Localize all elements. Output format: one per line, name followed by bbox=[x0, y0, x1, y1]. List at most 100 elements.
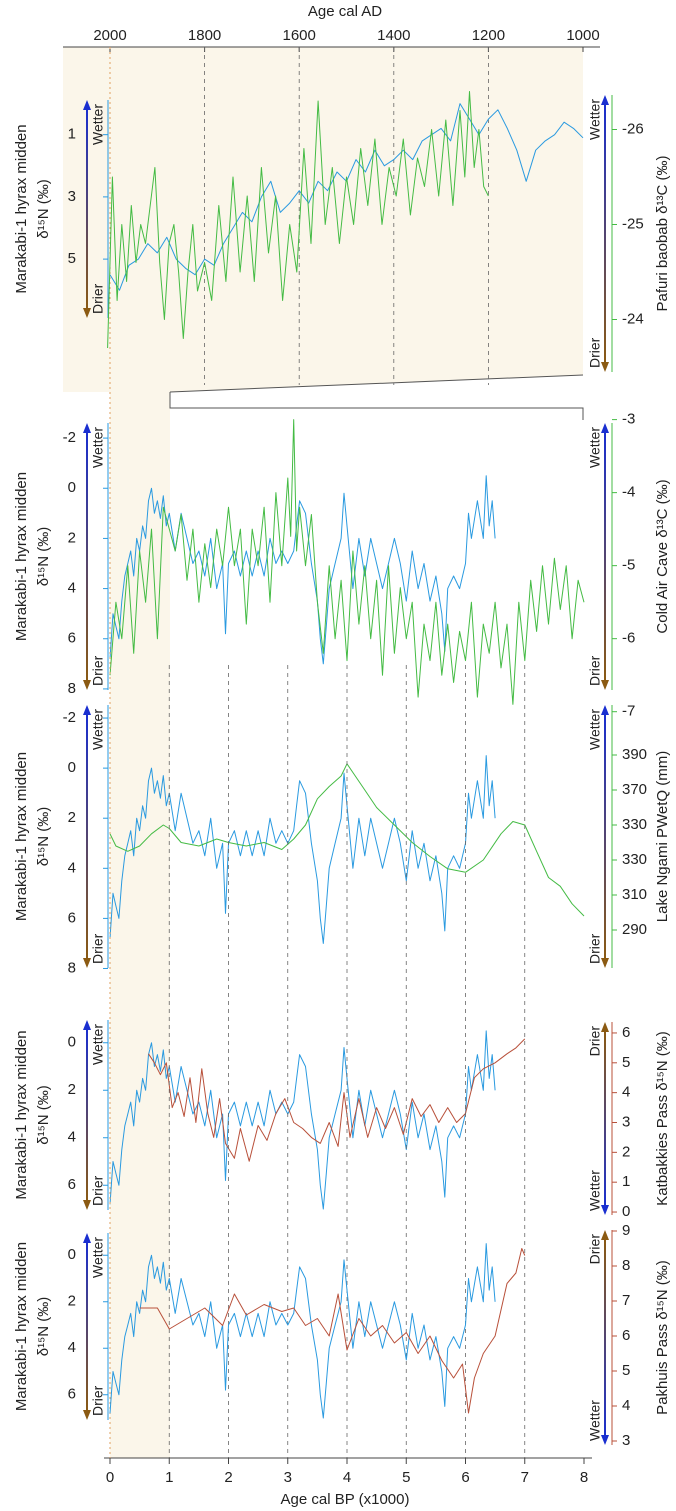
arrow-label: Wetter bbox=[90, 709, 106, 750]
x-tick-label: 1800 bbox=[188, 27, 221, 44]
y2-axis-title: Pakhuis Pass δ¹⁵N (‰) bbox=[654, 1260, 671, 1415]
arrow-head bbox=[601, 1205, 609, 1215]
arrow-shaft bbox=[86, 1241, 88, 1412]
arrow-label: Drier bbox=[587, 655, 603, 686]
y-axis-title: δ¹⁵N (‰) bbox=[35, 527, 52, 587]
y2-tick-label: 5 bbox=[622, 1362, 630, 1379]
series-line bbox=[139, 1248, 526, 1414]
y2-tick-label: -5 bbox=[622, 557, 635, 574]
y2-tick-label: 290 bbox=[622, 921, 647, 938]
arrow-head bbox=[601, 95, 609, 105]
y2-tick-label: -25 bbox=[622, 215, 644, 232]
arrow-label: Drier bbox=[90, 1385, 106, 1416]
arrow-shaft bbox=[604, 103, 606, 364]
series-line bbox=[109, 1243, 496, 1419]
arrow-shaft bbox=[604, 1030, 606, 1207]
arrow-label: Wetter bbox=[90, 1024, 106, 1065]
y-tick-label: 2 bbox=[68, 1293, 76, 1310]
arrow-shaft bbox=[604, 713, 606, 960]
y2-tick-label: 9 bbox=[622, 1222, 630, 1239]
arrow-head bbox=[601, 423, 609, 433]
y2-axis-title: Katbakkies Pass δ¹⁵N (‰) bbox=[654, 1031, 671, 1206]
zoom-shading bbox=[63, 47, 583, 1458]
y-axis-title: δ¹⁵N (‰) bbox=[35, 1297, 52, 1357]
y-axis-title: Marakabi-1 hyrax midden bbox=[13, 472, 30, 641]
x-axis-title: Age cal BP (x1000) bbox=[281, 1491, 410, 1508]
y-tick-label: -2 bbox=[63, 429, 76, 446]
y-tick-label: -2 bbox=[63, 709, 76, 726]
arrow-label: Drier bbox=[90, 655, 106, 686]
x-tick-label: 1400 bbox=[377, 27, 410, 44]
y2-tick-label: 8 bbox=[622, 1257, 630, 1274]
y-tick-label: 5 bbox=[68, 250, 76, 267]
x-tick-label: 6 bbox=[461, 1469, 469, 1486]
y2-tick-label: 310 bbox=[622, 886, 647, 903]
y-tick-label: 4 bbox=[68, 1129, 76, 1146]
arrow-label: Wetter bbox=[90, 427, 106, 468]
arrow-head bbox=[601, 362, 609, 372]
y-axis-title: Marakabi-1 hyrax midden bbox=[13, 1030, 30, 1199]
y2-tick-label: 7 bbox=[622, 1292, 630, 1309]
y2-tick-label: 390 bbox=[622, 746, 647, 763]
arrow-head bbox=[601, 680, 609, 690]
x-tick-label: 5 bbox=[402, 1469, 410, 1486]
y-tick-label: 6 bbox=[68, 630, 76, 647]
series-line bbox=[109, 1030, 496, 1210]
y2-tick-label: 370 bbox=[622, 781, 647, 798]
arrow-label: Wetter bbox=[587, 1400, 603, 1441]
x-tick-label: 2 bbox=[224, 1469, 232, 1486]
zoom-bracket bbox=[169, 392, 584, 420]
arrow-label: Drier bbox=[587, 933, 603, 964]
y-tick-label: 3 bbox=[68, 188, 76, 205]
arrow-head bbox=[83, 1020, 91, 1030]
y2-tick-label: 5 bbox=[622, 1054, 630, 1071]
arrow-shaft bbox=[86, 713, 88, 960]
y2-tick-label: 3 bbox=[622, 1113, 630, 1130]
y2-tick-label: -26 bbox=[622, 120, 644, 137]
y-axis-title: Marakabi-1 hyrax midden bbox=[13, 124, 30, 293]
arrow-shaft bbox=[86, 108, 88, 310]
y-tick-label: 2 bbox=[68, 529, 76, 546]
y2-tick-label: -7 bbox=[622, 703, 635, 720]
y-axis-title: Marakabi-1 hyrax midden bbox=[13, 1242, 30, 1411]
arrow-label: Drier bbox=[587, 1026, 603, 1057]
arrow-label: Wetter bbox=[587, 427, 603, 468]
y-axis-title: Marakabi-1 hyrax midden bbox=[13, 752, 30, 921]
series-line bbox=[109, 475, 496, 665]
series-line bbox=[109, 755, 496, 944]
x-tick-label: 3 bbox=[284, 1469, 292, 1486]
arrow-head bbox=[83, 1200, 91, 1210]
y2-tick-label: 2 bbox=[622, 1143, 630, 1160]
x-tick-label: 1000 bbox=[566, 27, 599, 44]
arrow-head bbox=[83, 1233, 91, 1243]
y-tick-label: 2 bbox=[68, 809, 76, 826]
arrow-label: Wetter bbox=[90, 104, 106, 145]
arrow-label: Wetter bbox=[90, 1237, 106, 1278]
arrow-head bbox=[601, 705, 609, 715]
y2-axis-title: Cold Air Cave δ¹³C (‰) bbox=[654, 479, 671, 633]
series-line bbox=[109, 419, 585, 705]
arrow-label: Wetter bbox=[587, 709, 603, 750]
arrow-head bbox=[601, 1022, 609, 1032]
y-tick-label: 0 bbox=[68, 759, 76, 776]
y2-tick-label: 6 bbox=[622, 1024, 630, 1041]
x-axis-title: Age cal AD bbox=[308, 3, 382, 20]
x-tick-label: 7 bbox=[521, 1469, 529, 1486]
arrow-label: Drier bbox=[90, 1175, 106, 1206]
arrow-shaft bbox=[604, 431, 606, 682]
arrow-label: Wetter bbox=[587, 99, 603, 140]
y2-tick-label: -6 bbox=[622, 630, 635, 647]
arrow-label: Drier bbox=[90, 283, 106, 314]
y-tick-label: 4 bbox=[68, 859, 76, 876]
y2-tick-label: 4 bbox=[622, 1084, 630, 1101]
y-tick-label: 8 bbox=[68, 959, 76, 976]
y-axis-title: δ¹⁵N (‰) bbox=[35, 807, 52, 867]
x-tick-label: 2000 bbox=[93, 27, 126, 44]
arrow-head bbox=[601, 958, 609, 968]
arrow-head bbox=[83, 1410, 91, 1420]
y2-tick-label: -4 bbox=[622, 484, 635, 501]
y-tick-label: 4 bbox=[68, 1339, 76, 1356]
arrow-shaft bbox=[86, 431, 88, 682]
y2-tick-label: 3 bbox=[622, 1432, 630, 1449]
